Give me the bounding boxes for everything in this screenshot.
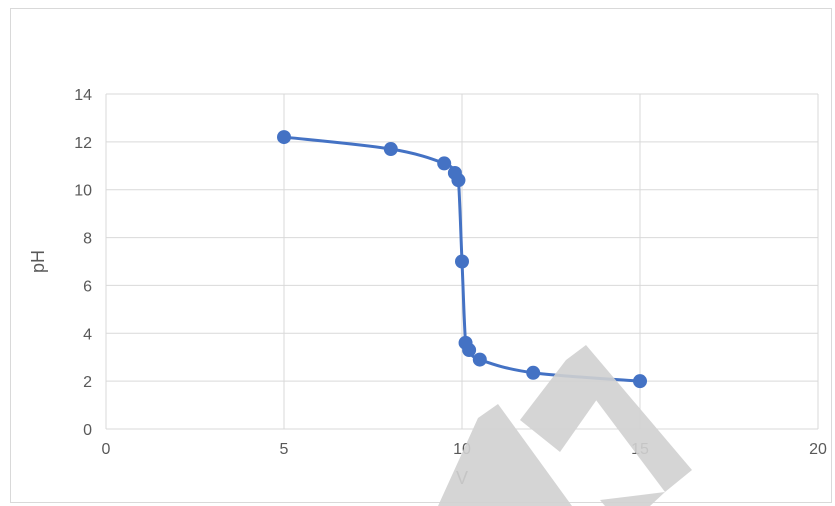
x-tick-label: 20 — [809, 441, 827, 458]
y-tick-labels: 0 2 4 6 8 10 12 14 — [74, 87, 92, 439]
y-tick-label: 8 — [83, 231, 92, 248]
y-tick-label: 0 — [83, 422, 92, 439]
data-point — [455, 254, 469, 269]
data-point — [451, 173, 466, 188]
data-point — [526, 365, 541, 380]
y-tick-label: 12 — [74, 135, 92, 152]
data-point — [472, 352, 487, 367]
y-tick-label: 2 — [83, 374, 92, 391]
gridlines — [105, 93, 819, 430]
data-point — [633, 374, 647, 389]
y-tick-label: 10 — [74, 183, 92, 200]
y-axis-title: pH — [28, 250, 48, 273]
data-points — [277, 130, 647, 389]
data-point — [383, 142, 398, 157]
y-tick-label: 6 — [83, 278, 92, 295]
y-tick-label: 14 — [74, 87, 92, 104]
watermark-shape — [438, 345, 692, 506]
data-point — [277, 130, 291, 145]
chart-frame — [10, 8, 832, 503]
x-tick-label: 5 — [280, 441, 289, 458]
data-point — [437, 156, 452, 171]
x-tick-label: 0 — [102, 441, 111, 458]
data-point — [462, 343, 477, 358]
y-tick-label: 4 — [83, 326, 92, 343]
